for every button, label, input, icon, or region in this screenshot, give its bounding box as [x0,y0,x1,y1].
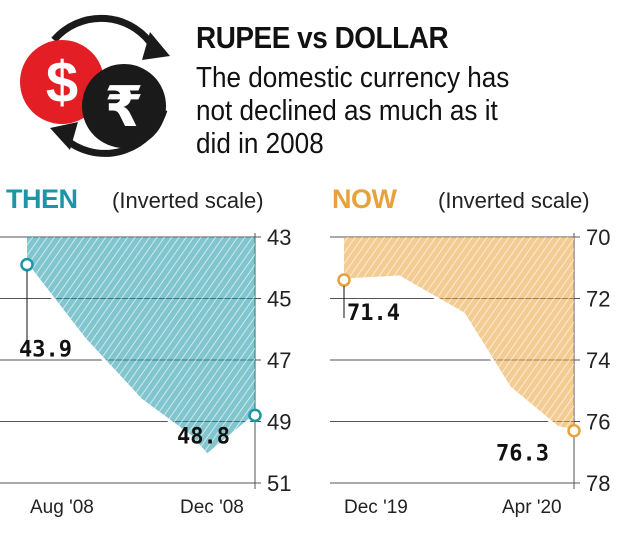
y-tick-label: 76 [586,410,610,435]
end-point [248,408,262,423]
y-tick-label: 51 [267,471,291,496]
y-tick-label: 78 [586,471,610,496]
series-area [344,237,574,431]
start-point [20,257,34,272]
x-tick-label: Dec '19 [344,497,408,518]
end-point [567,423,581,438]
x-tick-label: Apr '20 [502,497,562,518]
y-tick-label: 72 [586,287,610,312]
series-line [343,275,575,433]
y-tick-label: 74 [586,348,610,373]
data-label: 48.8 [177,424,230,449]
series-line [25,263,256,458]
rupee-dollar-logo: $ ₹ [20,14,170,157]
y-tick-label: 47 [267,348,291,373]
panel-now-title: NOW [332,184,397,214]
y-tick-label: 49 [267,410,291,435]
start-point [337,273,351,287]
panel-now-note: (Inverted scale) [438,188,590,213]
chart-title: RUPEE vs DOLLAR [196,20,449,55]
x-tick-label: Aug '08 [30,497,94,518]
x-tick-label: Dec '08 [180,497,244,518]
data-label: 43.9 [19,338,72,363]
svg-text:₹: ₹ [105,75,144,140]
data-label: 76.3 [496,442,549,467]
series-area [27,237,255,456]
y-tick-label: 43 [267,225,291,250]
rupee-icon: ₹ [82,64,166,148]
panel-now-header: NOW (Inverted scale) [332,184,590,215]
panel-then-header: THEN (Inverted scale) [6,184,264,215]
y-tick-label: 45 [267,287,291,312]
svg-text:$: $ [46,50,78,115]
chart-then: 43 45 47 49 51 43.9 48.8 Aug '08 Dec '08 [0,225,291,518]
data-label: 71.4 [347,301,400,326]
chart-now: 70 72 74 76 78 71.4 76.3 Dec '19 Apr '20 [330,225,610,518]
y-tick-label: 70 [586,225,610,250]
panel-then-note: (Inverted scale) [112,188,264,213]
panel-then-title: THEN [6,184,78,214]
chart-subtitle: The domestic currency has not declined a… [196,62,510,160]
